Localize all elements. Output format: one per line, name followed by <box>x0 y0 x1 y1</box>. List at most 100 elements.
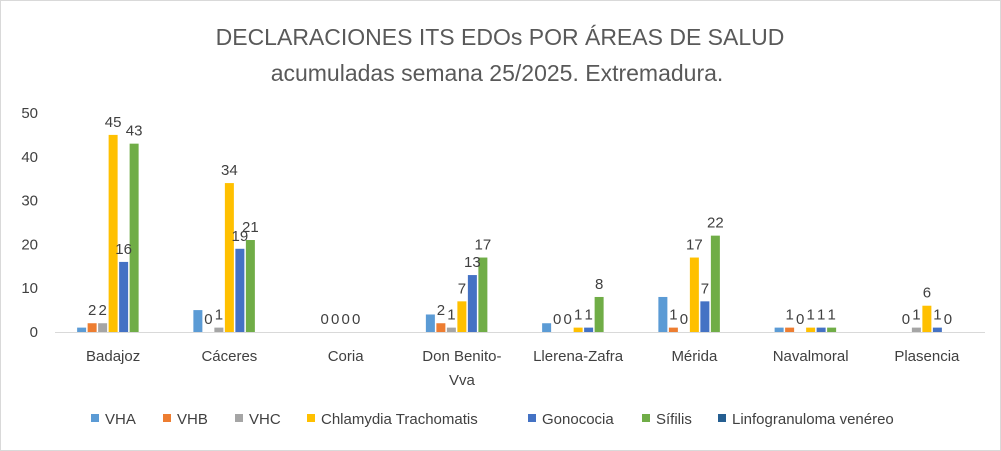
data-label: 8 <box>595 276 603 293</box>
x-tick-label: Coria <box>328 348 365 365</box>
x-tick-label: Mérida <box>671 348 718 365</box>
y-tick-label: 0 <box>30 324 38 341</box>
data-label: 0 <box>352 311 360 328</box>
bar <box>594 296 604 332</box>
data-label: 21 <box>242 219 259 236</box>
data-label: 1 <box>912 307 920 324</box>
bar <box>573 327 583 332</box>
x-tick-label: Llerena-Zafra <box>533 348 624 365</box>
y-tick-label: 20 <box>21 236 38 253</box>
data-label: 7 <box>458 280 466 297</box>
data-label: 1 <box>215 307 223 324</box>
bar <box>827 327 837 332</box>
data-label: 1 <box>574 307 582 324</box>
legend-label: Gonococia <box>542 411 614 428</box>
data-label: 2 <box>88 302 96 319</box>
data-label: 16 <box>115 241 132 258</box>
legend-label: VHB <box>177 411 208 428</box>
data-label: 0 <box>341 311 349 328</box>
data-label: 45 <box>105 114 122 131</box>
legend-swatch <box>718 414 726 422</box>
legend-swatch <box>235 414 243 422</box>
bar <box>922 305 932 332</box>
bar <box>806 327 816 332</box>
x-tick-label: Vva <box>449 372 476 389</box>
data-label: 0 <box>320 311 328 328</box>
data-label: 7 <box>701 280 709 297</box>
bar <box>542 323 552 332</box>
data-label: 0 <box>563 311 571 328</box>
bar <box>689 257 699 332</box>
data-label: 0 <box>204 311 212 328</box>
data-label: 1 <box>785 307 793 324</box>
x-axis: Badajoz Cáceres Coria Don Benito- Vva Llerena… <box>86 348 960 389</box>
legend-label: Chlamydia Trachomatis <box>321 411 478 428</box>
x-tick-label: Cáceres <box>201 348 257 365</box>
bar <box>932 327 942 332</box>
legend-label: Linfogranuloma venéreo <box>732 411 894 428</box>
bar <box>119 261 129 332</box>
bar <box>98 323 108 332</box>
chart-subtitle: acumuladas semana 25/2025. Extremadura. <box>271 60 724 86</box>
bar <box>584 327 594 332</box>
bar <box>446 327 456 332</box>
data-label: 1 <box>447 307 455 324</box>
bars <box>77 134 942 332</box>
legend-swatch <box>528 414 536 422</box>
legend-label: VHA <box>105 411 136 428</box>
bar <box>710 235 720 332</box>
bar <box>245 240 255 332</box>
bar <box>816 327 826 332</box>
data-label: 17 <box>475 237 492 254</box>
bar <box>658 296 668 332</box>
bar <box>457 301 467 332</box>
data-label: 1 <box>817 307 825 324</box>
data-label: 1 <box>584 307 592 324</box>
data-label: 2 <box>437 302 445 319</box>
legend-swatch <box>163 414 171 422</box>
data-label: 1 <box>933 307 941 324</box>
bar <box>224 183 234 332</box>
data-label: 13 <box>464 254 481 271</box>
bar <box>214 327 224 332</box>
legend-swatch <box>642 414 650 422</box>
bar <box>87 323 97 332</box>
y-tick-label: 40 <box>21 149 38 166</box>
data-label: 0 <box>680 311 688 328</box>
data-label: 1 <box>669 307 677 324</box>
data-label: 0 <box>902 311 910 328</box>
legend-label: VHC <box>249 411 281 428</box>
bar <box>77 327 87 332</box>
bar <box>785 327 795 332</box>
x-tick-label: Navalmoral <box>773 348 849 365</box>
legend-swatch <box>91 414 99 422</box>
bar <box>668 327 678 332</box>
bar <box>478 257 488 332</box>
data-label: 1 <box>827 307 835 324</box>
data-label: 34 <box>221 162 238 179</box>
data-label: 2 <box>98 302 106 319</box>
data-label: 19 <box>232 228 249 245</box>
legend: VHA VHB VHC Chlamydia Trachomatis Gonococia S… <box>91 411 894 428</box>
data-label: 0 <box>331 311 339 328</box>
x-tick-label: Don Benito- <box>422 348 501 365</box>
bar <box>774 327 784 332</box>
data-label: 1 <box>806 307 814 324</box>
data-label: 0 <box>796 311 804 328</box>
bar <box>467 275 477 332</box>
legend-swatch <box>307 414 315 422</box>
x-tick-label: Plasencia <box>894 348 960 365</box>
bar <box>911 327 921 332</box>
data-label: 0 <box>944 311 952 328</box>
bar <box>193 310 203 332</box>
bar <box>235 248 245 332</box>
data-label: 43 <box>126 123 143 140</box>
y-tick-label: 50 <box>21 105 38 122</box>
y-tick-label: 30 <box>21 193 38 210</box>
bar <box>108 134 118 332</box>
bar <box>129 143 139 332</box>
data-label: 6 <box>923 285 931 302</box>
chart-title: DECLARACIONES ITS EDOs POR ÁREAS DE SALU… <box>216 24 785 50</box>
